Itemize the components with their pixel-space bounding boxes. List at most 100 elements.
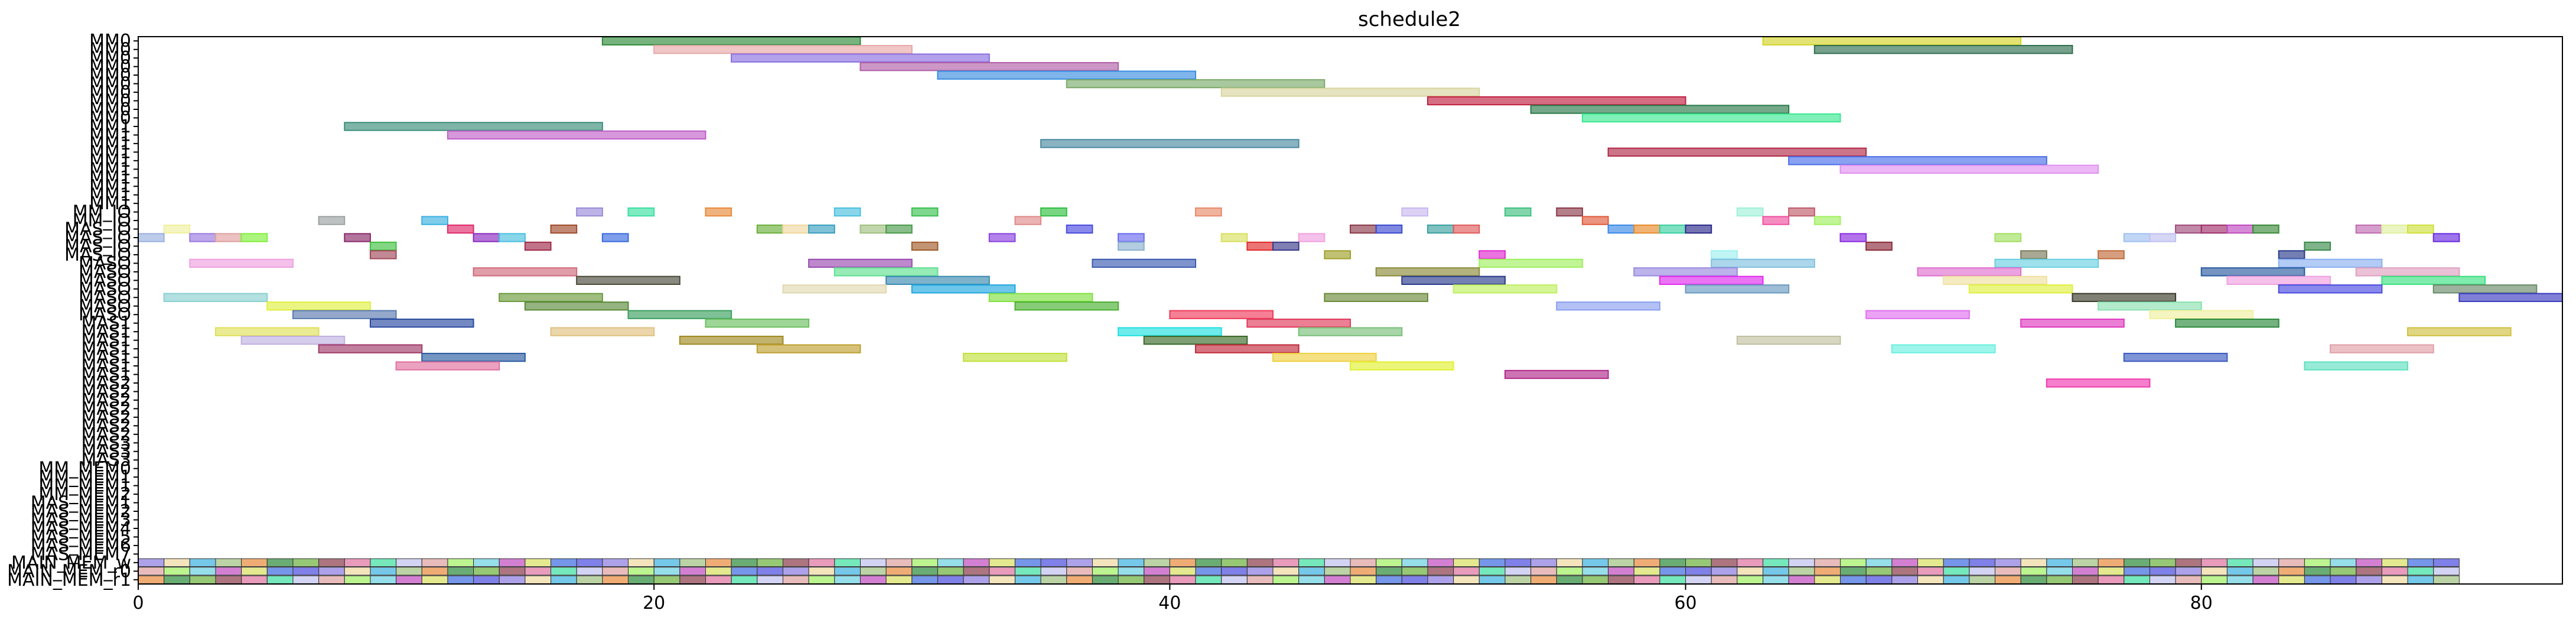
- memory-cell: [2304, 558, 2331, 567]
- memory-cell: [2020, 575, 2047, 584]
- x-tick-label: 60: [1674, 593, 1696, 614]
- gantt-bar: [369, 250, 397, 259]
- memory-cell: [1221, 567, 1248, 576]
- memory-cell: [963, 558, 990, 567]
- memory-cell: [885, 567, 913, 576]
- memory-cell: [473, 567, 500, 576]
- memory-cell: [396, 567, 422, 576]
- y-tick-label: MAS_IO: [64, 219, 131, 240]
- memory-cell: [138, 575, 165, 584]
- memory-cell: [1144, 575, 1170, 584]
- gantt-bar: [1401, 275, 1506, 285]
- memory-cell: [2175, 558, 2202, 567]
- y-tick-label: MAS1: [81, 330, 131, 351]
- memory-cell: [1608, 567, 1634, 576]
- gantt-bar: [576, 275, 680, 285]
- gantt-bar: [2432, 284, 2538, 294]
- memory-cell: [1530, 567, 1557, 576]
- memory-cell: [576, 575, 603, 584]
- memory-cell: [1891, 567, 1919, 576]
- gantt-bar: [756, 224, 784, 234]
- y-tick-label: MAS_IO: [64, 245, 131, 265]
- y-tick-label: MAS_MEM3: [31, 510, 131, 530]
- memory-cell: [653, 567, 680, 576]
- y-tick-label: MAS2: [81, 390, 131, 411]
- memory-cell: [189, 575, 216, 584]
- memory-cell: [576, 567, 603, 576]
- y-tick-label: MM0: [89, 82, 131, 103]
- gantt-bar: [1350, 361, 1454, 371]
- y-tick-label: MM1: [89, 125, 131, 145]
- memory-cell: [1040, 558, 1067, 567]
- memory-cell: [344, 558, 371, 567]
- memory-cell: [2201, 567, 2227, 576]
- memory-cell: [1659, 558, 1686, 567]
- memory-cell: [1530, 558, 1557, 567]
- gantt-bar: [1581, 216, 1609, 225]
- y-tick-label: MAS3: [81, 442, 131, 462]
- memory-cell: [1453, 558, 1480, 567]
- memory-cell: [421, 575, 448, 584]
- memory-cell: [1040, 567, 1067, 576]
- memory-cell: [370, 575, 397, 584]
- gantt-bar: [911, 241, 939, 251]
- memory-cell: [989, 567, 1015, 576]
- y-tick-label: MAS3: [81, 450, 131, 471]
- memory-cell: [2407, 575, 2434, 584]
- gantt-bar: [937, 70, 1197, 80]
- gantt-bar: [1220, 87, 1480, 97]
- memory-cell: [1272, 567, 1300, 576]
- memory-cell: [1195, 558, 1222, 567]
- y-tick-label: MAS1: [81, 313, 131, 334]
- y-tick-label: MM_IO: [73, 202, 131, 223]
- memory-cell: [1788, 575, 1815, 584]
- memory-cell: [1659, 567, 1686, 576]
- memory-cell: [2278, 575, 2305, 584]
- memory-cell: [859, 575, 887, 584]
- memory-cell: [1195, 575, 1222, 584]
- memory-cell: [1478, 558, 1506, 567]
- memory-cell: [937, 558, 964, 567]
- plot-frame: [138, 36, 2563, 585]
- memory-cell: [2381, 558, 2408, 567]
- gantt-bar: [1118, 233, 1145, 242]
- gantt-bar: [550, 224, 578, 234]
- memory-cell: [628, 558, 654, 567]
- memory-cell: [653, 575, 680, 584]
- memory-cell: [2149, 558, 2176, 567]
- memory-cell: [318, 558, 345, 567]
- gantt-bar: [1453, 284, 1558, 294]
- y-tick-label: MM0: [89, 108, 131, 128]
- chart-title: schedule2: [1358, 8, 1461, 31]
- memory-cell: [1840, 575, 1867, 584]
- memory-cell: [2201, 558, 2227, 567]
- memory-cell: [2226, 575, 2253, 584]
- x-tick-label: 80: [2190, 593, 2213, 614]
- gantt-bar: [524, 241, 552, 251]
- memory-cell: [473, 558, 500, 567]
- gantt-bar: [1581, 113, 1841, 123]
- memory-cell: [370, 558, 397, 567]
- memory-cell: [1401, 567, 1428, 576]
- gantt-bar: [1762, 36, 2022, 46]
- gantt-bar: [369, 241, 397, 251]
- memory-cell: [2278, 558, 2305, 567]
- memory-cell: [1427, 567, 1454, 576]
- y-tick-label: MAS1: [81, 339, 131, 359]
- memory-cell: [292, 575, 320, 584]
- y-tick-label: MAS2: [81, 373, 131, 394]
- gantt-bar: [2278, 250, 2305, 259]
- memory-cell: [937, 567, 964, 576]
- memory-cell: [2020, 567, 2047, 576]
- gantt-bar: [1659, 224, 1686, 234]
- memory-cell: [2020, 558, 2047, 567]
- memory-cell: [1659, 575, 1686, 584]
- memory-cell: [499, 575, 526, 584]
- memory-cell: [1221, 575, 1248, 584]
- memory-cell: [2072, 558, 2099, 567]
- y-tick-label: MAS_MEM6: [31, 536, 131, 556]
- gantt-bar: [1813, 45, 2073, 54]
- memory-cell: [1556, 567, 1583, 576]
- memory-cell: [1814, 567, 1841, 576]
